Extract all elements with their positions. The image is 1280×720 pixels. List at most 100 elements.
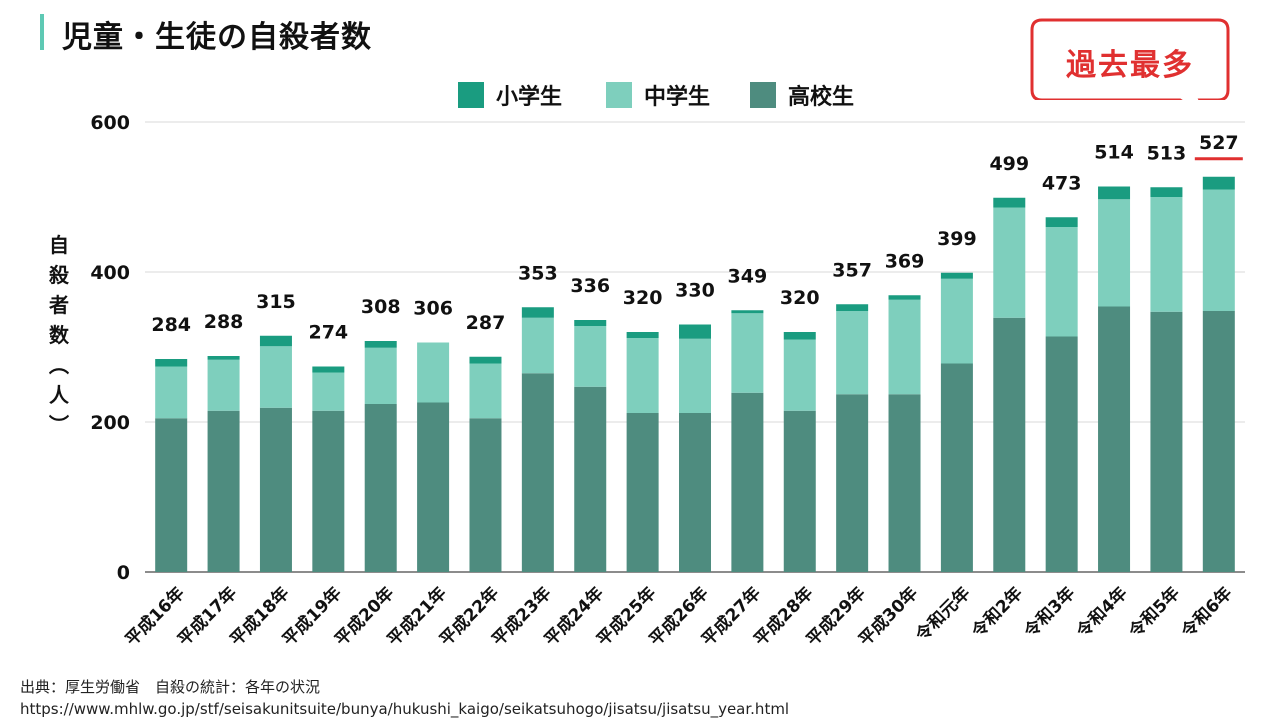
bar-segment [679, 338, 711, 413]
bar-segment [364, 347, 397, 404]
bar-total-label: 306 [413, 298, 453, 320]
bar-segment [1098, 186, 1131, 200]
bar-segment [574, 386, 607, 572]
y-tick-label: 200 [90, 412, 130, 434]
bar-segment [1202, 189, 1235, 311]
bar-segment [993, 317, 1026, 572]
bar-segment [469, 363, 502, 419]
y-axis-label-char: ︵ [49, 353, 69, 377]
bar-total-label: 349 [728, 265, 768, 287]
y-tick-label: 600 [90, 112, 130, 134]
bar-segment [1045, 336, 1078, 572]
bar-segment [888, 295, 921, 300]
legend-swatch [750, 82, 776, 108]
bar-segment [574, 320, 607, 326]
legend-label: 小学生 [496, 84, 562, 110]
callout-text: 過去最多 [1066, 48, 1194, 83]
bar-total-label: 499 [989, 153, 1029, 175]
bar-segment [1098, 306, 1131, 572]
bar-segment [312, 366, 345, 373]
bar-segment [312, 372, 345, 411]
x-tick-label: 令和3年 [1020, 583, 1079, 642]
bar-segment [731, 313, 764, 393]
x-tick-label: 令和元年 [912, 583, 975, 646]
bar-segment [783, 332, 816, 340]
bar-segment [993, 207, 1026, 318]
y-axis-label-char: 者 [49, 293, 69, 317]
legend-swatch [458, 82, 484, 108]
bar-total-label: 473 [1042, 172, 1082, 194]
y-axis-label-char: ︶ [49, 413, 69, 437]
x-tick-label: 令和5年 [1125, 583, 1184, 642]
bar-segment [521, 307, 554, 318]
bar-segment [888, 394, 921, 572]
bar-total-label: 330 [675, 280, 715, 302]
x-tick-label: 令和4年 [1072, 583, 1131, 642]
bar-segment [1202, 311, 1235, 572]
bar-segment [312, 410, 345, 572]
x-tick-label: 令和2年 [968, 583, 1027, 642]
bar-segment [417, 402, 450, 572]
y-axis-label-char: 殺 [49, 263, 69, 287]
bar-segment [940, 278, 973, 364]
bar-segment [1045, 217, 1078, 227]
bar-segment [521, 373, 554, 572]
bar-segment [836, 311, 869, 395]
bar-segment [364, 404, 397, 572]
bar-segment [626, 413, 659, 572]
bar-total-label: 514 [1094, 142, 1134, 164]
y-axis-label: 自殺者数 ︵ 人 ︶ [44, 230, 74, 440]
bar-total-label: 513 [1147, 142, 1187, 164]
y-axis-label-char: 自 [49, 233, 69, 257]
bar-total-label: 369 [885, 250, 925, 272]
bar-segment [521, 317, 554, 374]
bar-segment [469, 418, 502, 572]
bar-segment [259, 346, 292, 408]
bar-segment [731, 310, 764, 314]
bar-total-label: 308 [361, 296, 401, 318]
bar-segment [836, 394, 869, 572]
bar-segment [679, 413, 711, 572]
callout-bubble [1030, 18, 1230, 100]
bar-segment [783, 339, 816, 411]
bar-total-label: 320 [780, 287, 820, 309]
bar-segment [731, 392, 764, 572]
bar-segment [993, 197, 1026, 208]
page-title: 児童・生徒の自殺者数 [62, 20, 372, 55]
legend-label: 中学生 [644, 84, 710, 110]
x-tick-label: 令和6年 [1177, 583, 1236, 642]
y-axis-label-char: 数 [49, 323, 69, 347]
y-tick-label: 0 [117, 562, 130, 584]
bar-segment [207, 359, 240, 411]
bar-total-label: 315 [256, 291, 296, 313]
source-line-1: 出典：厚生労働省 自殺の統計：各年の状況 [20, 678, 321, 696]
bar-segment [888, 299, 921, 395]
title-accent-bar [40, 14, 44, 50]
bar-segment [1150, 187, 1183, 197]
bar-segment [364, 341, 397, 348]
bar-segment [155, 359, 188, 367]
bar-total-label: 357 [832, 259, 872, 281]
bar-total-label: 284 [151, 314, 191, 336]
bar-segment [1098, 199, 1131, 307]
bar-segment [1045, 227, 1078, 337]
y-tick-label: 400 [90, 262, 130, 284]
bar-total-label: 288 [204, 311, 244, 333]
source-url: https://www.mhlw.go.jp/stf/seisakunitsui… [20, 700, 790, 718]
bar-total-label: 274 [308, 322, 348, 344]
bar-segment [207, 410, 240, 572]
bar-segment [155, 418, 188, 572]
legend-swatch [606, 82, 632, 108]
bar-segment [626, 332, 659, 338]
bar-total-label: 336 [570, 275, 610, 297]
bar-segment [469, 356, 502, 364]
bar-total-label: 353 [518, 262, 558, 284]
bar-segment [207, 356, 240, 360]
bar-segment [259, 407, 292, 572]
bar-segment [417, 342, 450, 403]
bar-segment [836, 304, 869, 311]
bar-segment [1202, 176, 1235, 190]
bar-total-label: 287 [466, 312, 506, 334]
bar-total-label: 320 [623, 287, 663, 309]
